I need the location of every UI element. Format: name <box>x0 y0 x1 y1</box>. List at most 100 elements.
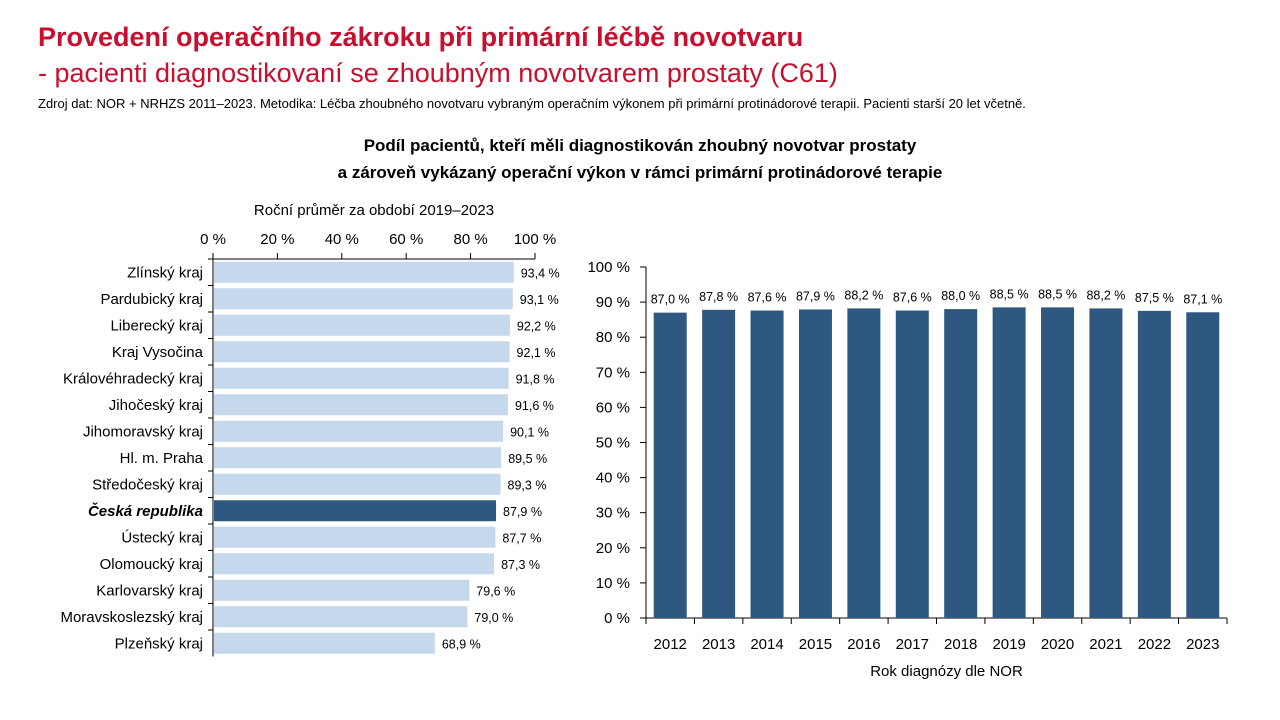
x-tick-label: 2021 <box>1089 636 1122 653</box>
category-label: Plzeňský kraj <box>115 635 203 652</box>
data-label: 91,6 % <box>515 399 554 413</box>
y-tick-label: 60 % <box>596 399 630 416</box>
bar <box>1089 308 1123 618</box>
x-tick-label: 2012 <box>654 636 687 653</box>
figure-title-line-2: a zároveň vykázaný operační výkon v rámc… <box>337 163 943 182</box>
page-subtitle: - pacienti diagnostikovaní se zhoubným n… <box>38 58 838 88</box>
regional-chart-title: Roční průměr za období 2019–2023 <box>254 202 494 219</box>
y-tick-label: 0 % <box>604 610 630 627</box>
bar <box>750 310 784 618</box>
y-tick-label: 30 % <box>596 505 630 522</box>
bar <box>895 310 929 618</box>
data-label: 88,2 % <box>844 288 883 302</box>
data-label: 90,1 % <box>510 425 549 439</box>
regional-bar-chart: Roční průměr za období 2019–2023 0 % 20 % 4… <box>60 202 560 657</box>
category-label: Moravskoslezský kraj <box>60 609 203 626</box>
data-label: 89,5 % <box>508 452 547 466</box>
bar <box>214 473 501 495</box>
data-label: 88,5 % <box>1038 287 1077 301</box>
y-tick-label: 80 % <box>596 329 630 346</box>
bar <box>702 309 736 618</box>
y-tick-label: 90 % <box>596 294 630 311</box>
data-label: 79,6 % <box>476 584 515 598</box>
x-tick-label: 60 % <box>389 231 423 248</box>
category-label: Ústecký kraj <box>121 529 203 546</box>
page-title: Provedení operačního zákroku při primárn… <box>38 22 804 52</box>
category-label: Karlovarský kraj <box>96 582 203 599</box>
yearly-bar-chart: 0 % 10 % 20 % 30 % 40 % 50 % 60 % 70 % 80 % 90 % 1… <box>587 259 1228 680</box>
x-tick-label: 2018 <box>944 636 977 653</box>
data-label: 87,9 % <box>796 289 835 303</box>
data-label: 87,3 % <box>501 558 540 572</box>
x-tick-label: 2016 <box>847 636 880 653</box>
bar <box>214 261 514 283</box>
bar <box>214 367 509 389</box>
data-label: 92,1 % <box>517 346 556 360</box>
data-label: 92,2 % <box>517 319 556 333</box>
data-label: 93,4 % <box>521 266 560 280</box>
category-label: Jihomoravský kraj <box>83 423 203 440</box>
category-label: Středočeský kraj <box>92 476 203 493</box>
bar <box>214 606 468 628</box>
data-label: 88,5 % <box>990 287 1029 301</box>
x-tick-label: 2022 <box>1138 636 1171 653</box>
data-label: 88,2 % <box>1086 288 1125 302</box>
category-label: Pardubický kraj <box>100 291 203 308</box>
bar <box>798 309 832 618</box>
bar <box>214 579 470 601</box>
data-label: 79,0 % <box>474 611 513 625</box>
y-tick-label: 40 % <box>596 470 630 487</box>
x-axis-title: Rok diagnózy dle NOR <box>870 663 1023 680</box>
x-tick-label: 0 % <box>200 231 226 248</box>
bar <box>214 526 496 548</box>
x-tick-label: 2014 <box>750 636 783 653</box>
figure-title-line-1: Podíl pacientů, kteří měli diagnostiková… <box>363 136 917 155</box>
bar <box>214 447 502 469</box>
category-label: Královéhradecký kraj <box>63 370 203 387</box>
x-tick-label: 2020 <box>1041 636 1074 653</box>
x-tick-label: 20 % <box>260 231 294 248</box>
bar <box>1186 312 1220 618</box>
data-label: 87,1 % <box>1183 292 1222 306</box>
x-tick-label: 2023 <box>1186 636 1219 653</box>
bar <box>1137 310 1171 618</box>
bar <box>1041 307 1075 618</box>
category-label: Liberecký kraj <box>110 317 203 334</box>
bar <box>944 309 978 618</box>
data-label: 87,7 % <box>502 531 541 545</box>
bar <box>214 394 508 416</box>
x-tick-label: 2019 <box>992 636 1025 653</box>
x-tick-label: 40 % <box>325 231 359 248</box>
category-label: Zlínský kraj <box>127 264 203 281</box>
bar <box>214 500 497 522</box>
data-label: 87,5 % <box>1135 291 1174 305</box>
data-label: 91,8 % <box>516 372 555 386</box>
bar <box>214 314 510 336</box>
bar <box>653 312 687 618</box>
bar <box>214 632 435 654</box>
bar <box>214 288 513 310</box>
y-tick-label: 100 % <box>587 259 630 276</box>
category-label: Kraj Vysočina <box>112 344 204 361</box>
bar <box>214 553 495 575</box>
bar <box>214 420 504 442</box>
data-label: 89,3 % <box>508 478 547 492</box>
data-label: 68,9 % <box>442 637 481 651</box>
data-label: 88,0 % <box>941 289 980 303</box>
figure-title: Podíl pacientů, kteří měli diagnostiková… <box>0 132 1280 186</box>
bar <box>992 307 1026 618</box>
x-tick-label: 80 % <box>453 231 487 248</box>
x-tick-label: 2013 <box>702 636 735 653</box>
y-tick-label: 70 % <box>596 364 630 381</box>
data-label: 87,8 % <box>699 290 738 304</box>
category-label: Hl. m. Praha <box>120 450 204 467</box>
data-label: 87,9 % <box>503 505 542 519</box>
x-tick-label: 2015 <box>799 636 832 653</box>
category-label: Jihočeský kraj <box>109 397 203 414</box>
bar <box>847 308 881 618</box>
x-tick-label: 100 % <box>514 231 557 248</box>
data-label: 87,0 % <box>651 293 690 307</box>
y-tick-label: 10 % <box>596 575 630 592</box>
y-tick-label: 50 % <box>596 435 630 452</box>
